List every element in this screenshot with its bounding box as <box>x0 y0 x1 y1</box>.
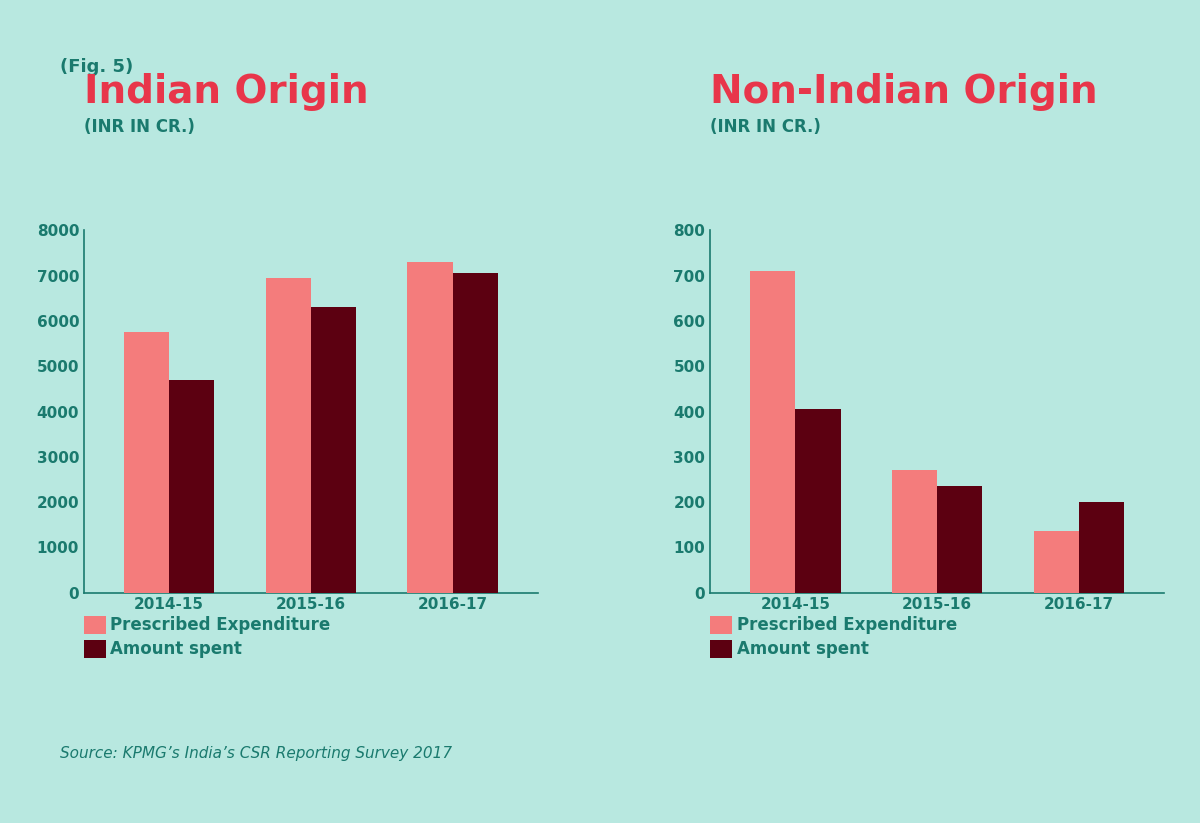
Bar <box>796 409 841 593</box>
Bar <box>265 278 311 593</box>
Bar <box>937 486 983 593</box>
Text: Prescribed Expenditure: Prescribed Expenditure <box>110 616 331 634</box>
Text: (INR IN CR.): (INR IN CR.) <box>84 118 194 136</box>
Bar <box>407 263 452 593</box>
Bar <box>169 380 215 593</box>
Bar <box>1079 502 1124 593</box>
Bar <box>892 471 937 593</box>
Text: (INR IN CR.): (INR IN CR.) <box>710 118 821 136</box>
Bar <box>1033 532 1079 593</box>
Text: Amount spent: Amount spent <box>737 640 869 658</box>
Bar <box>124 332 169 593</box>
Text: (Fig. 5): (Fig. 5) <box>60 58 133 76</box>
Text: Source: KPMG’s India’s CSR Reporting Survey 2017: Source: KPMG’s India’s CSR Reporting Sur… <box>60 746 452 761</box>
Text: Amount spent: Amount spent <box>110 640 242 658</box>
Bar <box>452 273 498 593</box>
Bar <box>750 272 796 593</box>
Bar <box>311 308 356 593</box>
Text: Indian Origin: Indian Origin <box>84 73 368 111</box>
Text: Non-Indian Origin: Non-Indian Origin <box>710 73 1098 111</box>
Text: Prescribed Expenditure: Prescribed Expenditure <box>737 616 956 634</box>
